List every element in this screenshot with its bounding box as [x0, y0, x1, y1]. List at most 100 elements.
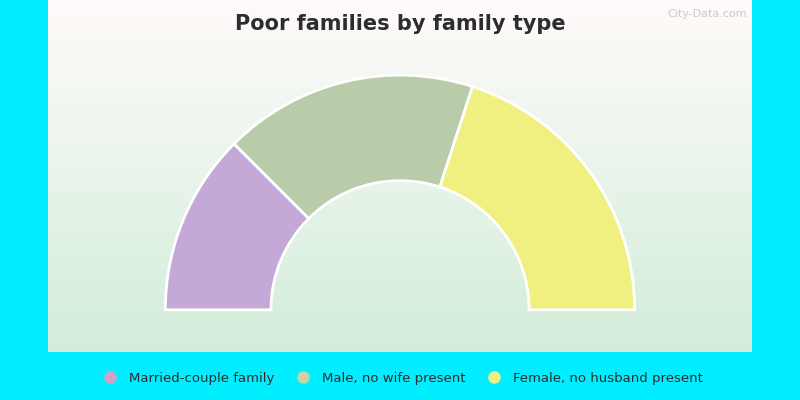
Bar	[48, 326, 752, 328]
Bar	[48, 62, 752, 64]
Bar	[48, 56, 752, 59]
Bar	[48, 323, 752, 326]
Bar	[48, 211, 752, 214]
Bar	[48, 85, 752, 88]
Bar	[48, 208, 752, 211]
Bar	[48, 123, 752, 126]
Bar	[48, 112, 752, 114]
Bar	[48, 59, 752, 62]
Bar	[48, 147, 752, 150]
Bar	[48, 0, 752, 3]
Bar	[48, 24, 752, 26]
Bar	[48, 311, 752, 314]
Bar	[48, 82, 752, 85]
Bar	[48, 296, 752, 299]
Bar	[48, 79, 752, 82]
Bar	[48, 267, 752, 270]
Bar	[48, 229, 752, 232]
Bar	[48, 337, 752, 340]
Bar	[48, 176, 752, 179]
Bar	[48, 220, 752, 223]
Bar	[48, 246, 752, 249]
Bar	[48, 179, 752, 182]
Bar	[48, 156, 752, 158]
Text: City-Data.com: City-Data.com	[668, 9, 747, 19]
Wedge shape	[440, 86, 634, 310]
Bar	[48, 261, 752, 264]
Bar	[48, 194, 752, 196]
Bar	[48, 232, 752, 235]
Bar	[48, 117, 752, 120]
Bar	[48, 144, 752, 147]
Bar	[48, 108, 752, 112]
Bar	[48, 226, 752, 229]
Bar	[48, 314, 752, 317]
Bar	[48, 38, 752, 41]
Bar	[48, 76, 752, 79]
Bar	[48, 334, 752, 337]
Bar	[48, 282, 752, 284]
Bar	[48, 9, 752, 12]
Bar	[48, 103, 752, 106]
Bar	[48, 202, 752, 205]
Bar	[48, 114, 752, 117]
Bar	[48, 317, 752, 320]
Bar	[48, 349, 752, 352]
Bar	[48, 161, 752, 164]
Bar	[48, 185, 752, 188]
Bar	[48, 135, 752, 138]
Bar	[48, 238, 752, 240]
Bar	[48, 288, 752, 290]
Text: Poor families by family type: Poor families by family type	[234, 14, 566, 34]
Bar	[48, 35, 752, 38]
Bar	[48, 252, 752, 255]
Bar	[48, 97, 752, 100]
Bar	[48, 305, 752, 308]
Bar	[48, 41, 752, 44]
Bar	[48, 276, 752, 279]
Bar	[48, 47, 752, 50]
Bar	[48, 15, 752, 18]
Bar	[48, 150, 752, 152]
Bar	[48, 328, 752, 332]
Bar	[48, 158, 752, 161]
Bar	[48, 346, 752, 349]
Bar	[48, 255, 752, 258]
Bar	[48, 235, 752, 238]
Bar	[48, 68, 752, 70]
Bar	[48, 293, 752, 296]
Bar	[48, 223, 752, 226]
Bar	[48, 132, 752, 135]
Bar	[48, 244, 752, 246]
Bar	[48, 32, 752, 35]
Bar	[48, 205, 752, 208]
Bar	[48, 3, 752, 6]
Bar	[48, 26, 752, 29]
Bar	[48, 302, 752, 305]
Bar	[48, 182, 752, 185]
Wedge shape	[166, 144, 309, 310]
Bar	[48, 258, 752, 261]
Wedge shape	[234, 75, 473, 218]
Bar	[48, 100, 752, 103]
Bar	[48, 290, 752, 293]
Bar	[48, 332, 752, 334]
Bar	[48, 120, 752, 123]
Bar	[48, 273, 752, 276]
Bar	[48, 29, 752, 32]
Bar	[48, 6, 752, 9]
Bar	[48, 299, 752, 302]
Bar	[48, 44, 752, 47]
Bar	[48, 173, 752, 176]
Bar	[48, 106, 752, 108]
Bar	[48, 138, 752, 141]
Bar	[48, 152, 752, 156]
Bar	[48, 200, 752, 202]
Bar	[48, 164, 752, 167]
Bar	[48, 170, 752, 173]
Bar	[48, 50, 752, 53]
Bar	[48, 12, 752, 15]
Bar	[48, 188, 752, 191]
Bar	[48, 91, 752, 94]
Bar	[48, 94, 752, 97]
